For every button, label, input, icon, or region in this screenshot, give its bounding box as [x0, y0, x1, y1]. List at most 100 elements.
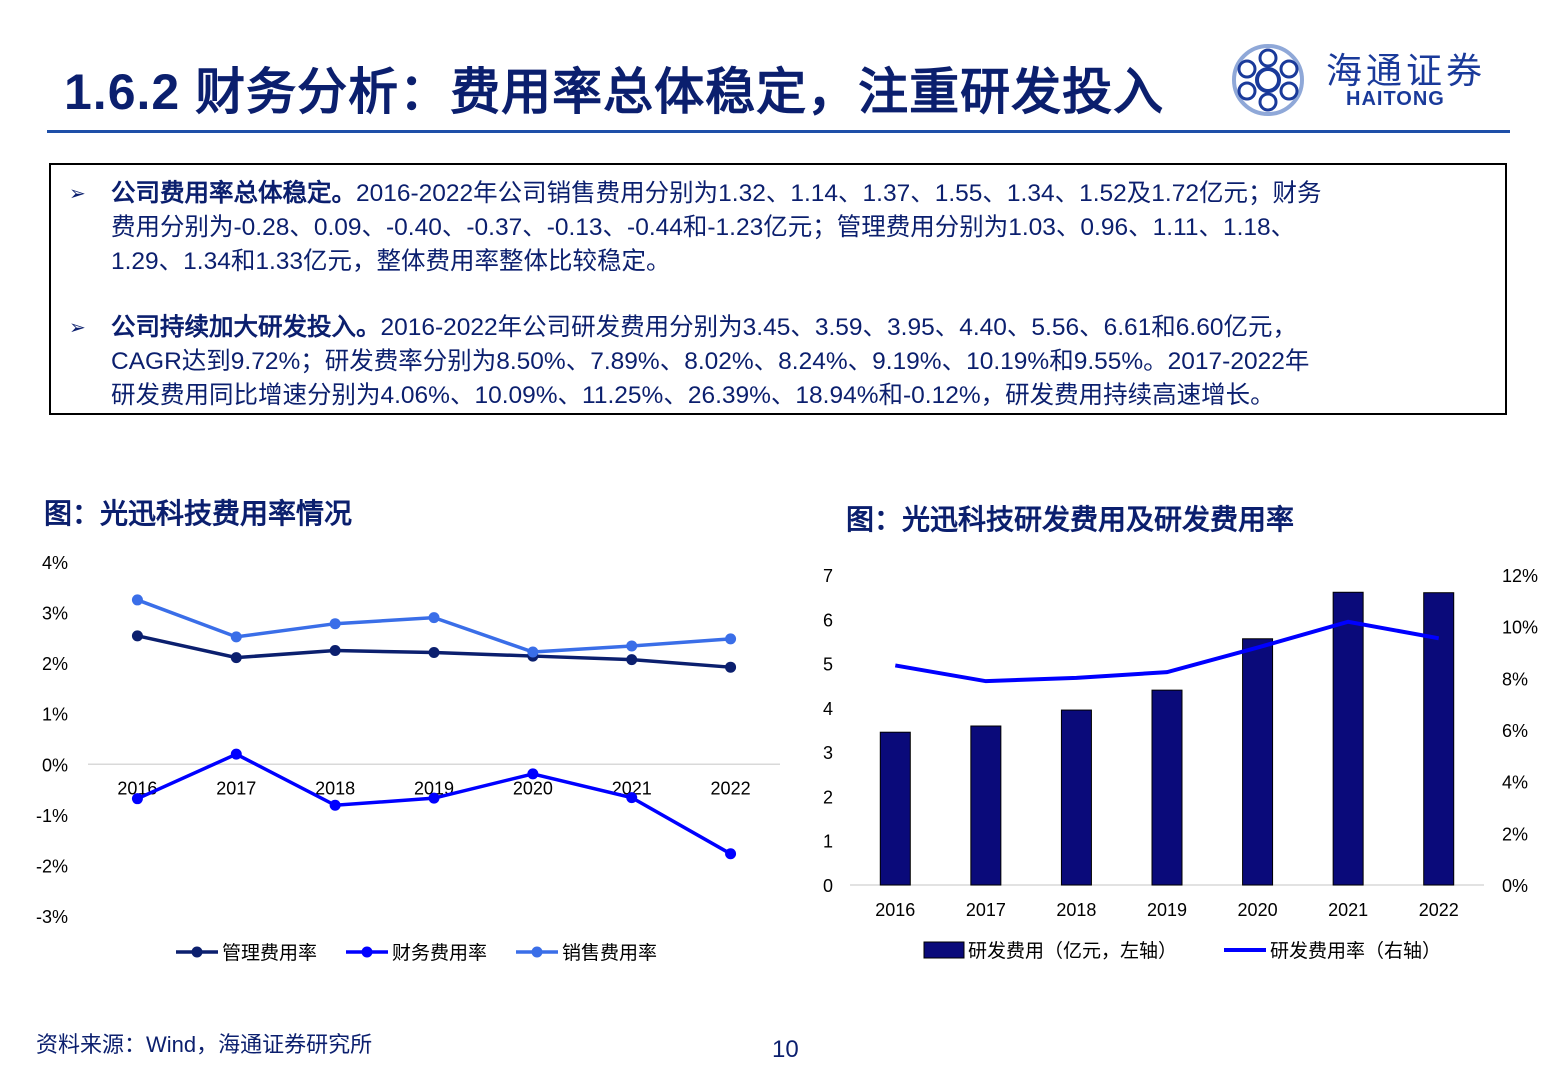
data-point	[725, 633, 737, 645]
bar	[970, 725, 1002, 886]
left-tick-label: 3	[823, 743, 833, 763]
logo-text-en: HAITONG	[1346, 88, 1445, 110]
bar	[1242, 638, 1274, 886]
x-tick-label: 2022	[711, 778, 751, 798]
y-tick-label: 3%	[42, 604, 68, 624]
legend-label: 研发费用率（右轴）	[1270, 940, 1441, 962]
chart-1-title: 图：光迅科技费用率情况	[44, 498, 353, 529]
x-tick-label: 2020	[513, 778, 553, 798]
data-point	[626, 792, 638, 804]
x-tick-label: 2017	[216, 778, 256, 798]
right-tick-label: 4%	[1502, 773, 1528, 793]
source-note: 资料来源：Wind，海通证券研究所	[36, 1032, 373, 1057]
haitong-logo: 海通证券 HAITONG	[1228, 42, 1508, 118]
y-tick-label: -3%	[36, 907, 68, 927]
right-tick-label: 2%	[1502, 824, 1528, 844]
right-tick-label: 6%	[1502, 721, 1528, 741]
y-tick-label: 0%	[42, 755, 68, 775]
title-divider	[47, 130, 1510, 133]
y-tick-label: -1%	[36, 806, 68, 826]
x-tick-label: 2019	[414, 778, 454, 798]
bullet-1-line-1: 2016-2022年公司销售费用分别为1.32、1.14、1.37、1.55、1…	[356, 180, 1322, 207]
data-point	[626, 654, 638, 666]
bullet-2-heading: 公司持续加大研发投入。	[111, 314, 381, 341]
ratio-line	[894, 619, 1440, 684]
legend-swatch-bar	[923, 941, 965, 959]
arrow-bullet-icon: ➢	[69, 183, 86, 205]
legend-label: 销售费用率	[562, 942, 657, 964]
logo-text-cn: 海通证券	[1326, 51, 1487, 92]
chart-2-title: 图：光迅科技研发费用及研发费用率	[846, 504, 1295, 535]
right-tick-label: 8%	[1502, 669, 1528, 689]
y-tick-label: 1%	[42, 705, 68, 725]
bar	[879, 731, 911, 886]
bullet-1-line-2: 费用分别为-0.28、0.09、-0.40、-0.37、-0.13、-0.44和…	[111, 214, 1296, 241]
bullet-2-line-3: 研发费用同比增速分别为4.06%、10.09%、11.25%、26.39%、18…	[111, 382, 1275, 409]
data-point	[527, 768, 539, 780]
x-tick-label: 2019	[1147, 900, 1187, 920]
bar	[1060, 709, 1092, 886]
data-point	[428, 792, 440, 804]
right-tick-label: 12%	[1502, 566, 1538, 586]
left-tick-label: 0	[823, 876, 833, 896]
legend-label: 研发费用（亿元，左轴）	[968, 940, 1177, 962]
arrow-bullet-icon: ➢	[69, 317, 86, 339]
series-line-3	[136, 598, 731, 654]
x-tick-label: 2020	[1238, 900, 1278, 920]
y-tick-label: -2%	[36, 856, 68, 876]
y-tick-label: 2%	[42, 654, 68, 674]
right-tick-label: 10%	[1502, 618, 1538, 638]
bullet-1-heading: 公司费用率总体稳定。	[111, 180, 356, 207]
left-tick-label: 7	[823, 566, 833, 586]
bullet-2-line-1: 2016-2022年公司研发费用分别为3.45、3.59、3.95、4.40、5…	[380, 314, 1297, 341]
expense-ratio-chart: 4%3%2%1%0%-1%-2%-3%2016 2017 2018 2019 2020 2…	[36, 553, 780, 964]
data-point	[527, 646, 539, 658]
x-tick-label: 2016	[875, 900, 915, 920]
series-line-2	[136, 752, 732, 856]
x-tick-label: 2018	[315, 778, 355, 798]
data-point	[428, 612, 440, 624]
legend-swatch-marker	[191, 946, 203, 958]
legend-swatch-marker	[531, 946, 543, 958]
data-point	[626, 640, 638, 652]
legend-label: 管理费用率	[222, 942, 317, 964]
page-title: 1.6.2 财务分析：费用率总体稳定，注重研发投入	[64, 64, 1165, 120]
summary-bullet-1: ➢ 公司费用率总体稳定。2016-2022年公司销售费用分别为1.32、1.14…	[69, 177, 1489, 279]
bar	[1151, 689, 1183, 886]
summary-bullet-2: ➢ 公司持续加大研发投入。2016-2022年公司研发费用分别为3.45、3.5…	[69, 311, 1489, 413]
x-tick-label: 2017	[966, 900, 1006, 920]
x-tick-label: 2021	[612, 778, 652, 798]
data-point	[329, 645, 341, 656]
data-point	[428, 647, 440, 659]
right-tick-label: 0%	[1502, 876, 1528, 896]
x-tick-label: 2018	[1056, 900, 1096, 920]
data-point	[725, 661, 737, 673]
data-point	[230, 652, 242, 664]
x-tick-label: 2022	[1419, 900, 1459, 920]
bar	[1423, 592, 1455, 886]
bullet-1-line-3: 1.29、1.34和1.33亿元，整体费用率整体比较稳定。	[111, 248, 671, 275]
data-point	[131, 594, 143, 606]
left-tick-label: 6	[823, 610, 833, 630]
data-point	[230, 748, 242, 760]
left-tick-label: 4	[823, 699, 833, 719]
data-point	[230, 631, 242, 643]
haitong-emblem-icon	[1232, 44, 1304, 116]
legend-swatch-marker	[361, 946, 373, 958]
data-point	[131, 630, 143, 642]
x-tick-label: 2021	[1328, 900, 1368, 920]
data-point	[725, 848, 737, 860]
rd-expense-chart: 0 1 2 3 4 5 6 7 0% 2% 4% 6% 8% 10% 12% 2016 2017 2018 2019…	[823, 566, 1538, 962]
bar	[1332, 591, 1364, 886]
left-tick-label: 1	[823, 832, 833, 852]
left-tick-label: 5	[823, 655, 833, 675]
legend-label: 财务费用率	[392, 942, 487, 964]
page-number: 10	[772, 1036, 799, 1063]
data-point	[329, 799, 341, 811]
data-point	[131, 793, 143, 805]
left-tick-label: 2	[823, 787, 833, 807]
data-point	[329, 618, 341, 630]
y-tick-label: 4%	[42, 553, 68, 573]
summary-box: ➢ 公司费用率总体稳定。2016-2022年公司销售费用分别为1.32、1.14…	[49, 163, 1507, 415]
bullet-2-line-2: CAGR达到9.72%；研发费率分别为8.50%、7.89%、8.02%、8.2…	[111, 348, 1310, 375]
